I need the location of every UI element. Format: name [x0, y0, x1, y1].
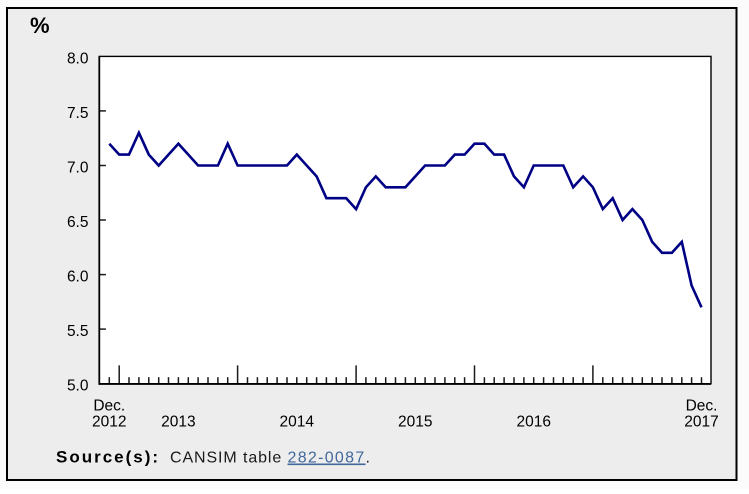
- svg-text:7.0: 7.0: [67, 160, 89, 177]
- svg-text:8.0: 8.0: [67, 50, 89, 67]
- svg-text:7.5: 7.5: [67, 105, 89, 122]
- svg-text:2013: 2013: [161, 414, 195, 431]
- svg-text:Source(s):: Source(s):: [56, 448, 160, 467]
- svg-text:2014: 2014: [280, 414, 315, 431]
- svg-text:5.5: 5.5: [67, 323, 89, 340]
- svg-text:Dec.: Dec.: [686, 398, 718, 415]
- svg-text:2017: 2017: [684, 414, 718, 431]
- svg-text:2016: 2016: [516, 414, 550, 431]
- svg-text:5.0: 5.0: [67, 378, 89, 395]
- svg-text:Dec.: Dec.: [93, 398, 125, 415]
- svg-text:2015: 2015: [398, 414, 432, 431]
- svg-text:CANSIM table 282-0087.: CANSIM table 282-0087.: [170, 450, 370, 467]
- svg-text:6.0: 6.0: [67, 269, 89, 286]
- svg-text:6.5: 6.5: [67, 214, 89, 231]
- svg-text:%: %: [30, 13, 50, 38]
- svg-text:2012: 2012: [92, 414, 126, 431]
